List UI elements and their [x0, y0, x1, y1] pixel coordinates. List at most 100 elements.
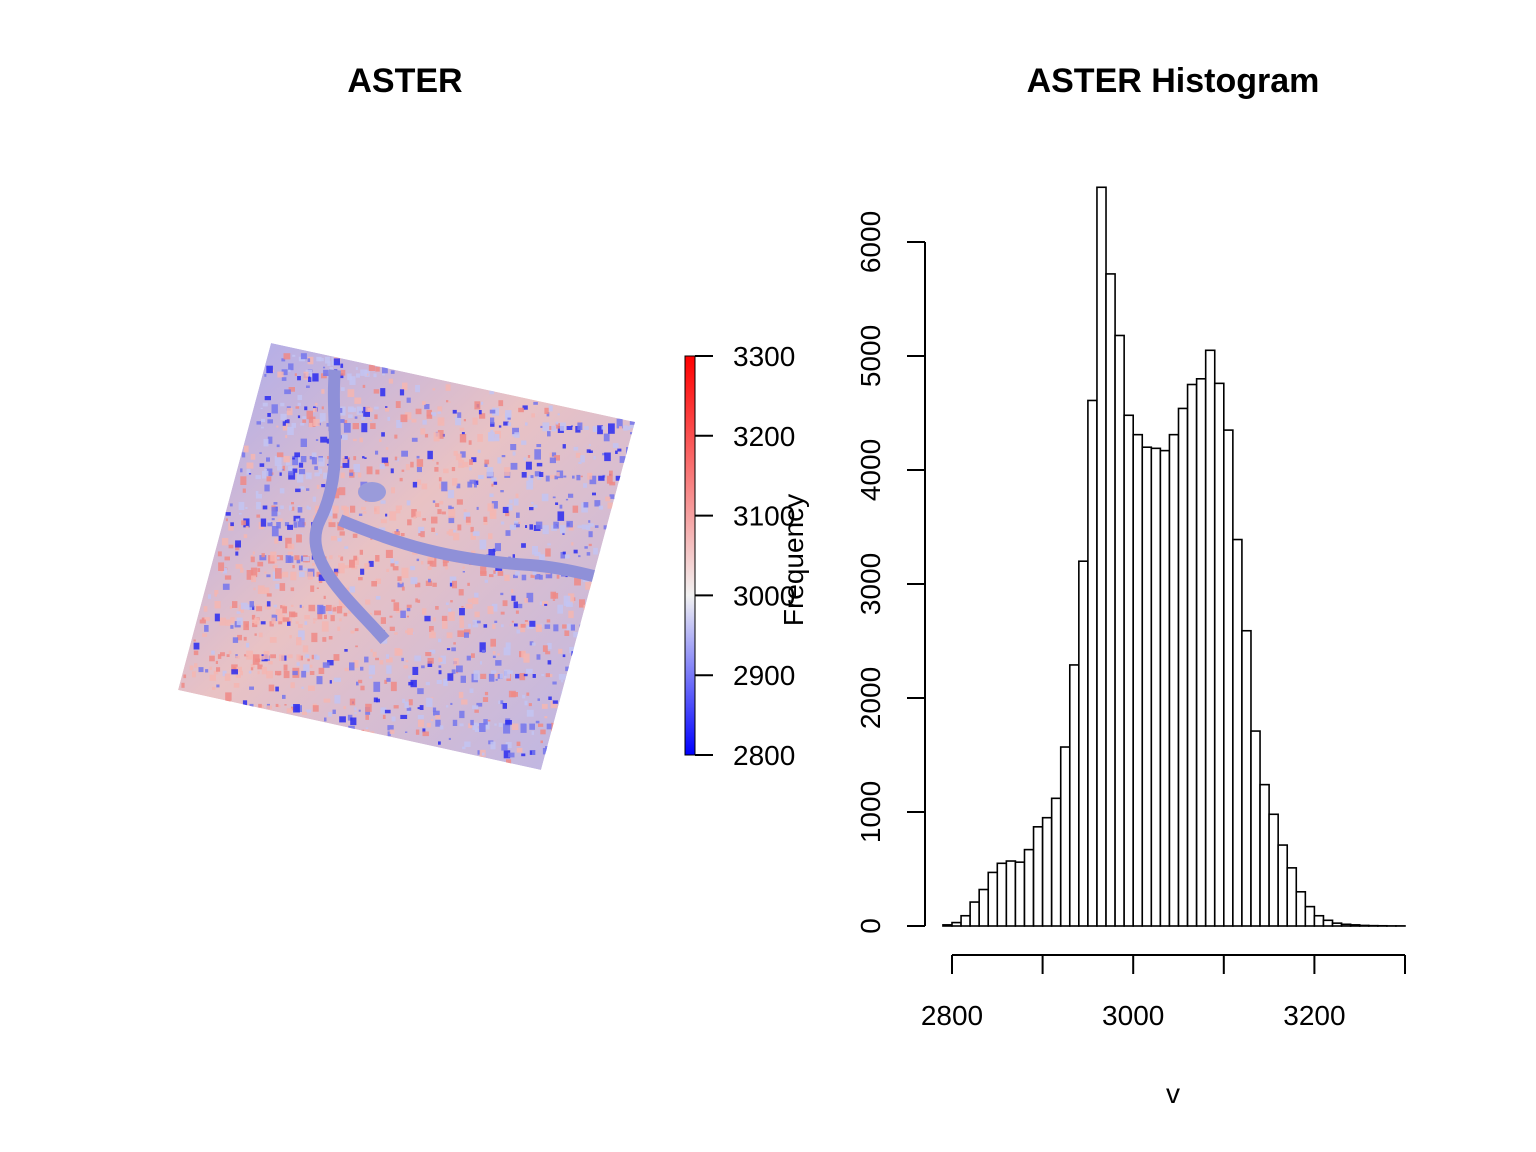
raster-pixel — [442, 561, 448, 567]
raster-pixel — [535, 720, 540, 724]
raster-pixel — [415, 582, 421, 588]
histogram-bar — [1232, 538, 1243, 927]
raster-pixel — [448, 608, 452, 612]
raster-pixel — [459, 615, 464, 621]
raster-pixel — [426, 722, 431, 728]
raster-pixel — [464, 741, 471, 747]
raster-pixel — [390, 370, 395, 374]
raster-pixel — [535, 624, 542, 632]
y-tick-label: 4000 — [855, 439, 886, 501]
raster-pixel — [308, 377, 312, 382]
raster-pixel — [501, 521, 505, 525]
raster-pixel — [313, 406, 316, 409]
raster-pixel — [249, 703, 254, 710]
raster-pixel — [487, 503, 494, 512]
raster-pixel — [588, 444, 591, 447]
raster-pixel — [316, 571, 322, 577]
histogram-bar — [1041, 816, 1053, 927]
raster-pixel — [447, 489, 455, 499]
raster-pixel — [473, 480, 479, 485]
raster-pixel — [494, 543, 501, 552]
raster-pixel — [441, 511, 446, 515]
raster-pixel — [574, 574, 581, 586]
histogram-title: ASTER Histogram — [1027, 62, 1320, 100]
raster-pixel — [489, 390, 495, 395]
raster-pixel — [421, 483, 428, 490]
raster-pixel — [271, 507, 278, 517]
raster-pixel — [328, 609, 333, 615]
histogram-bar — [969, 901, 980, 927]
raster-pixel — [547, 431, 551, 437]
raster-pixel — [370, 649, 373, 653]
raster-pixel — [261, 426, 264, 429]
raster-pixel — [526, 592, 534, 603]
raster-pixel — [400, 714, 408, 719]
x-tick-label: 3000 — [1102, 1000, 1164, 1031]
raster-pixel — [464, 629, 471, 635]
raster-pixel — [380, 707, 387, 714]
raster-pixel — [360, 685, 365, 691]
raster-pixel — [415, 729, 420, 735]
raster-pixel — [277, 371, 284, 378]
raster-pixel — [476, 506, 479, 510]
raster-pixel — [224, 673, 231, 681]
raster-pixel — [250, 667, 254, 671]
raster-pixel — [279, 488, 285, 494]
raster-pixel — [395, 505, 402, 510]
raster-pixel — [387, 725, 394, 731]
raster-pixel — [498, 425, 502, 428]
raster-pixel — [347, 406, 354, 413]
raster-pixel — [416, 558, 420, 562]
raster-pixel — [542, 645, 548, 652]
raster-pixel — [360, 369, 368, 376]
raster-pixel — [437, 406, 443, 412]
raster-pixel — [232, 601, 238, 608]
raster-pixel — [608, 423, 615, 434]
raster-pixel — [389, 511, 397, 521]
raster-pixel — [524, 621, 530, 626]
raster-pixel — [490, 422, 495, 427]
raster-pixel — [426, 414, 433, 419]
raster-pixel — [321, 406, 324, 410]
raster-pixel — [545, 548, 551, 557]
raster-pixel — [294, 555, 300, 561]
raster-pixel — [424, 404, 430, 410]
raster-pixel — [297, 518, 305, 528]
raster-pixel — [315, 439, 319, 441]
raster-pixel — [271, 617, 276, 624]
raster-pixel — [555, 502, 559, 505]
raster-pixel — [214, 613, 220, 622]
raster-pixel — [505, 742, 512, 749]
raster-pixel — [619, 426, 622, 430]
raster-pixel — [521, 472, 527, 478]
raster-pixel — [325, 604, 332, 612]
raster-pixel — [361, 729, 365, 732]
raster-pixel — [312, 373, 319, 382]
raster-pixel — [354, 707, 357, 711]
raster-pixel — [254, 633, 257, 636]
raster-pixel — [547, 660, 552, 665]
raster-pixel — [374, 506, 380, 515]
raster-pixel — [300, 438, 307, 447]
raster-pixel — [344, 667, 349, 672]
raster-pixel — [432, 500, 436, 503]
raster-pixel — [252, 654, 260, 665]
raster-pixel — [364, 563, 370, 570]
raster-pixel — [431, 412, 437, 417]
raster-pixel — [233, 683, 240, 688]
raster-pixel — [406, 710, 410, 714]
raster-pixel — [373, 373, 377, 378]
raster-pixel — [358, 513, 363, 516]
raster-pixel — [601, 426, 606, 430]
raster-pixel — [606, 475, 613, 484]
raster-pixel — [390, 558, 395, 564]
raster-pixel — [391, 716, 396, 722]
raster-pixel — [536, 462, 543, 467]
raster-pixel — [536, 654, 541, 660]
raster-pixel — [226, 654, 230, 657]
raster-pixel — [538, 554, 545, 562]
raster-pixel — [565, 666, 570, 672]
raster-pixel — [238, 512, 242, 515]
raster-pixel — [569, 646, 575, 654]
